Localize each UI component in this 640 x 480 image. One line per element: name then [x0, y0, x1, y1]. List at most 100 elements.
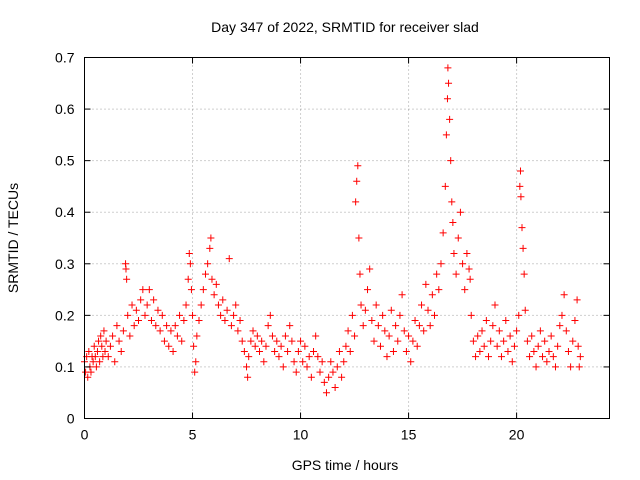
- data-point: [361, 306, 369, 314]
- data-point: [545, 347, 553, 355]
- data-point: [141, 311, 149, 319]
- data-point: [97, 332, 105, 340]
- data-point: [182, 301, 190, 309]
- data-point: [383, 353, 391, 361]
- data-point: [286, 322, 294, 330]
- data-point: [394, 337, 402, 345]
- data-point: [288, 337, 296, 345]
- data-point: [554, 342, 562, 350]
- data-point: [87, 368, 95, 376]
- data-point: [454, 234, 462, 242]
- data-point: [459, 260, 467, 268]
- data-point: [240, 347, 248, 355]
- data-point: [189, 311, 197, 319]
- data-point: [160, 337, 168, 345]
- data-point: [396, 311, 404, 319]
- data-point: [400, 327, 408, 335]
- data-point: [152, 322, 160, 330]
- data-point: [271, 347, 279, 355]
- data-point: [130, 322, 138, 330]
- data-point: [441, 182, 449, 190]
- data-point: [335, 347, 343, 355]
- x-tick-label: 10: [293, 427, 309, 443]
- data-point: [147, 317, 155, 325]
- data-point: [500, 337, 508, 345]
- data-point: [101, 347, 109, 355]
- data-point: [89, 358, 97, 366]
- data-point: [418, 301, 426, 309]
- data-point: [532, 363, 540, 371]
- data-point: [171, 322, 179, 330]
- data-point: [556, 322, 564, 330]
- data-point: [348, 311, 356, 319]
- data-point: [379, 311, 387, 319]
- data-point: [465, 265, 473, 273]
- y-tick-label: 0.4: [55, 204, 75, 220]
- data-point: [98, 342, 106, 350]
- y-tick-label: 0.5: [55, 153, 75, 169]
- data-point: [139, 286, 147, 294]
- data-point: [439, 229, 447, 237]
- data-point: [485, 353, 493, 361]
- data-point: [385, 332, 393, 340]
- chart-title: Day 347 of 2022, SRMTID for receiver sla…: [211, 19, 479, 35]
- data-point: [268, 332, 276, 340]
- data-point: [273, 337, 281, 345]
- data-point: [376, 342, 384, 350]
- data-point: [357, 301, 365, 309]
- data-point: [143, 301, 151, 309]
- data-point: [447, 157, 455, 165]
- data-point: [437, 260, 445, 268]
- data-point: [262, 342, 270, 350]
- data-point: [407, 358, 415, 366]
- y-tick-label: 0.6: [55, 101, 75, 117]
- data-point: [463, 249, 471, 257]
- data-point: [299, 358, 307, 366]
- data-point: [497, 353, 505, 361]
- data-point: [199, 286, 207, 294]
- data-point: [232, 301, 240, 309]
- data-point: [493, 342, 501, 350]
- data-point: [117, 347, 125, 355]
- data-point: [122, 265, 130, 273]
- data-point: [206, 244, 214, 252]
- data-point: [513, 327, 521, 335]
- data-point: [234, 327, 242, 335]
- data-point: [392, 322, 400, 330]
- data-point: [368, 317, 376, 325]
- data-point: [422, 280, 430, 288]
- data-point: [178, 337, 186, 345]
- data-point: [530, 347, 538, 355]
- data-point: [472, 353, 480, 361]
- data-point: [163, 322, 171, 330]
- data-point: [223, 306, 231, 314]
- data-point: [508, 358, 516, 366]
- data-point: [560, 291, 568, 299]
- data-point: [534, 342, 542, 350]
- x-tick-labels: 0 5 10 15 20: [81, 427, 525, 443]
- data-point: [526, 353, 534, 361]
- data-point: [558, 311, 566, 319]
- data-point: [217, 311, 225, 319]
- data-point: [243, 363, 251, 371]
- data-point: [253, 332, 261, 340]
- data-point: [333, 363, 341, 371]
- data-point: [244, 373, 252, 381]
- data-point: [176, 311, 184, 319]
- x-tick-label: 0: [81, 427, 89, 443]
- data-point: [245, 353, 253, 361]
- data-point: [91, 353, 99, 361]
- data-point: [85, 347, 93, 355]
- data-point: [327, 358, 335, 366]
- data-point: [413, 342, 421, 350]
- data-point: [482, 317, 490, 325]
- data-point: [562, 327, 570, 335]
- data-point: [353, 177, 361, 185]
- data-point: [187, 286, 195, 294]
- data-point: [115, 337, 123, 345]
- data-point: [370, 337, 378, 345]
- data-point: [275, 353, 283, 361]
- data-point: [366, 265, 374, 273]
- data-point: [431, 311, 438, 319]
- data-point: [128, 301, 136, 309]
